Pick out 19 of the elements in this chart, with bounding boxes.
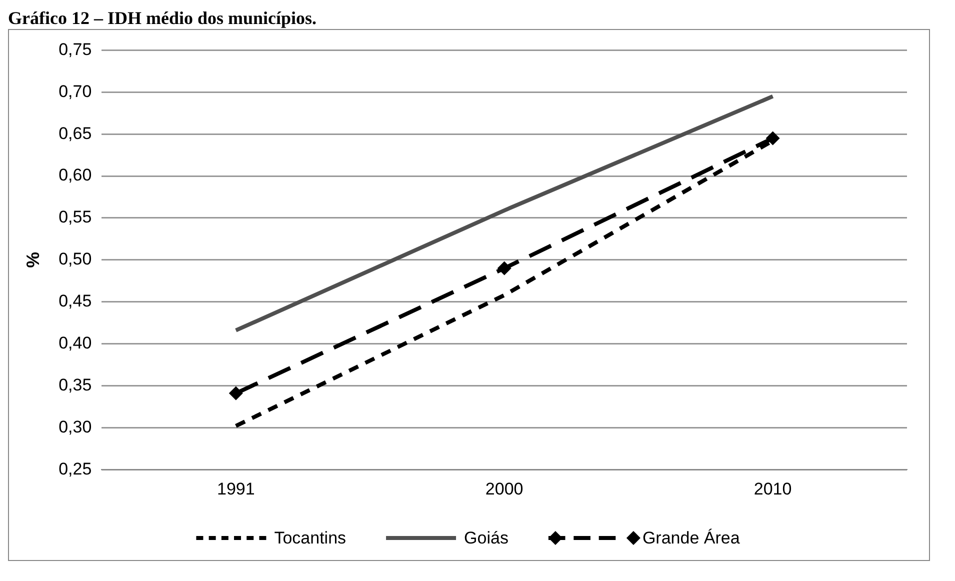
y-tick-label: 0,50: [58, 250, 92, 269]
y-tick-label: 0,35: [58, 375, 92, 394]
x-tick-label: 2010: [754, 479, 792, 498]
y-tick-label: 0,75: [58, 40, 92, 59]
legend-label: Grande Área: [642, 528, 740, 548]
x-tick-label: 2000: [485, 479, 524, 498]
legend-label: Tocantins: [274, 528, 346, 548]
x-tick-label: 1991: [216, 479, 255, 498]
legend-label: Goiás: [464, 528, 508, 548]
y-tick-label: 0,65: [58, 124, 92, 143]
y-tick-label: 0,45: [58, 292, 92, 311]
y-tick-label: 0,25: [58, 459, 92, 478]
y-tick-label: 0,30: [58, 417, 92, 436]
y-tick-label: 0,55: [58, 208, 92, 227]
y-tick-label: 0,70: [58, 82, 92, 101]
y-tick-label: 0,40: [58, 333, 92, 352]
y-axis-title: %: [22, 252, 43, 268]
y-tick-label: 0,60: [58, 166, 92, 185]
chart-title: Gráfico 12 – IDH médio dos municípios.: [8, 8, 318, 29]
